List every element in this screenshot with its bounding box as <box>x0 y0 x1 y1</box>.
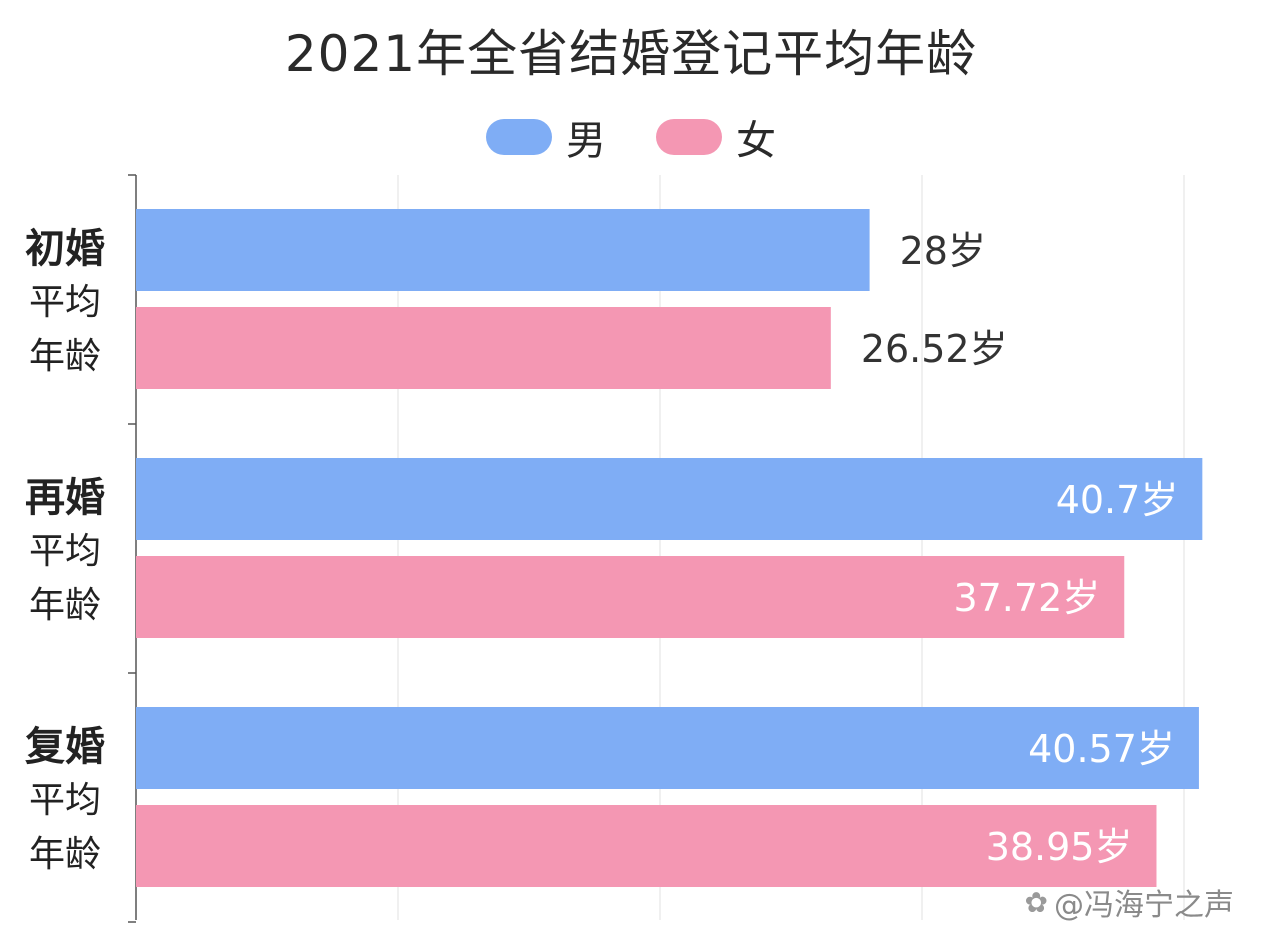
legend-item-female: 女 <box>656 112 776 164</box>
bar-male-1 <box>136 458 1203 540</box>
weibo-icon: ✿ <box>1024 885 1048 919</box>
bar-female-1 <box>136 556 1125 638</box>
watermark-text: @冯海宁之声 <box>1054 888 1234 923</box>
bar-female-2 <box>136 805 1157 887</box>
category-label-first-marriage: 初婚 平均 年龄 <box>25 226 105 377</box>
category-label-reconciliation: 复婚 平均 年龄 <box>25 724 105 875</box>
data-label-female-2: 38.95岁 <box>986 825 1133 869</box>
legend-label-male: 男 <box>566 118 606 164</box>
legend-item-male: 男 <box>486 112 606 164</box>
bar-female-0 <box>136 307 831 389</box>
bar-male-0 <box>136 209 870 291</box>
legend-swatch-male <box>486 119 552 155</box>
chart-title: 2021年全省结婚登记平均年龄 <box>284 25 978 83</box>
data-label-female-1: 37.72岁 <box>953 576 1100 620</box>
bar-male-2 <box>136 707 1199 789</box>
data-label-male-0: 28岁 <box>900 229 986 273</box>
data-label-female-0: 26.52岁 <box>861 327 1008 371</box>
watermark: ✿ @冯海宁之声 <box>1025 880 1234 924</box>
legend-label-female: 女 <box>736 118 776 164</box>
data-label-male-1: 40.7岁 <box>1056 478 1179 522</box>
data-label-male-2: 40.57岁 <box>1028 727 1175 771</box>
legend-swatch-female <box>656 119 722 155</box>
category-label-remarriage: 再婚 平均 年龄 <box>25 475 105 626</box>
